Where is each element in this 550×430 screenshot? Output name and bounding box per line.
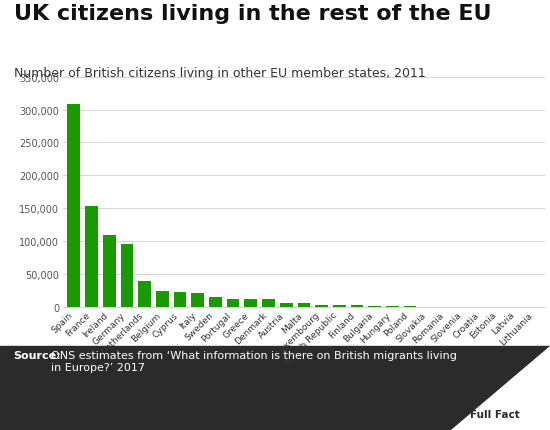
Text: Source:: Source: xyxy=(14,350,62,360)
Bar xyxy=(315,305,328,307)
Bar xyxy=(103,235,115,307)
Bar xyxy=(333,305,345,307)
Bar xyxy=(120,244,133,307)
Bar xyxy=(227,299,239,307)
Bar xyxy=(156,291,169,307)
Text: UK citizens living in the rest of the EU: UK citizens living in the rest of the EU xyxy=(14,4,491,24)
Bar xyxy=(68,105,80,307)
Text: ONS estimates from ‘What information is there on British migrants living
in Euro: ONS estimates from ‘What information is … xyxy=(51,350,457,372)
Text: Number of British citizens living in other EU member states, 2011: Number of British citizens living in oth… xyxy=(14,67,426,80)
Bar xyxy=(298,304,310,307)
Bar xyxy=(350,305,364,307)
Bar xyxy=(174,292,186,307)
Bar xyxy=(368,306,381,307)
Bar xyxy=(280,304,293,307)
Bar xyxy=(209,298,222,307)
Bar xyxy=(138,282,151,307)
Bar xyxy=(244,299,257,307)
Bar xyxy=(262,300,275,307)
Bar xyxy=(191,294,204,307)
Text: Full Fact: Full Fact xyxy=(470,409,520,419)
Bar xyxy=(85,207,98,307)
